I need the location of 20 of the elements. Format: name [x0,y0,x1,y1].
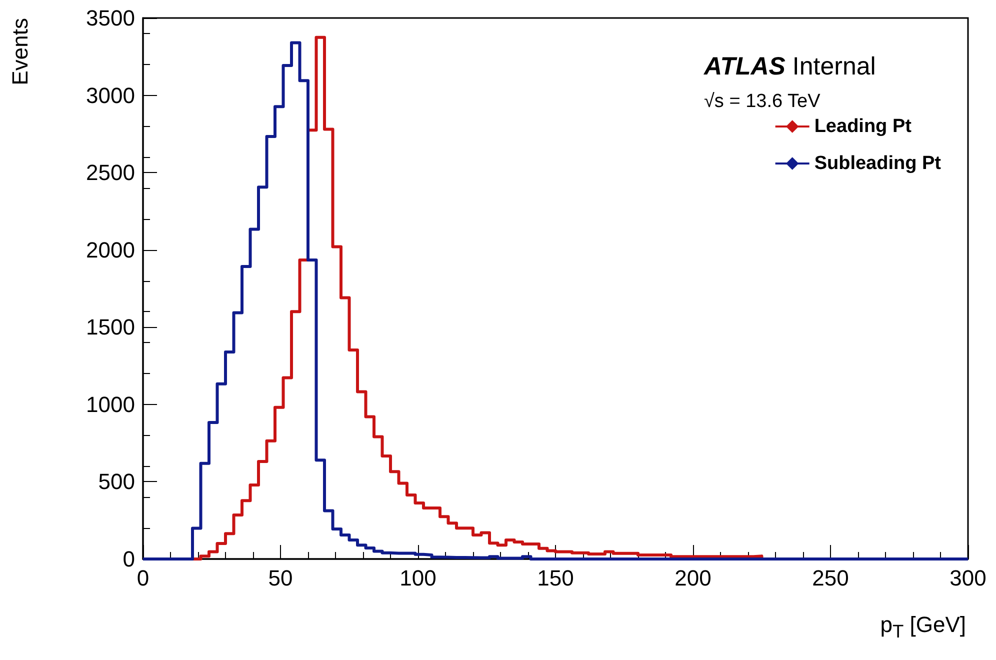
x-tick-label: 250 [812,566,849,590]
y-tick-label: 3000 [86,82,135,108]
x-tick-label: 100 [400,566,436,590]
legend-label: Subleading Pt [814,153,942,174]
y-tick-label: 2500 [86,160,135,186]
y-tick-label: 500 [98,469,135,494]
y-axis-title: Events [8,18,32,86]
x-tick-label: 150 [537,566,574,590]
y-tick-label: 0 [122,546,135,572]
x-tick-label: 300 [950,566,986,590]
y-tick-label: 1500 [86,314,135,340]
y-tick-label: 2000 [86,237,135,262]
y-tick-label: 3500 [86,6,135,30]
x-axis-title: p$_{T}$ [GeV] [880,612,966,642]
annotation: √s = 13.6 TeV [704,91,821,112]
annotation: ATLAS Internal [703,52,876,80]
legend-label: Leading Pt [814,116,912,137]
y-tick-label: 1000 [86,392,135,417]
x-tick-label: 50 [268,566,293,590]
x-tick-label: 200 [674,566,712,590]
